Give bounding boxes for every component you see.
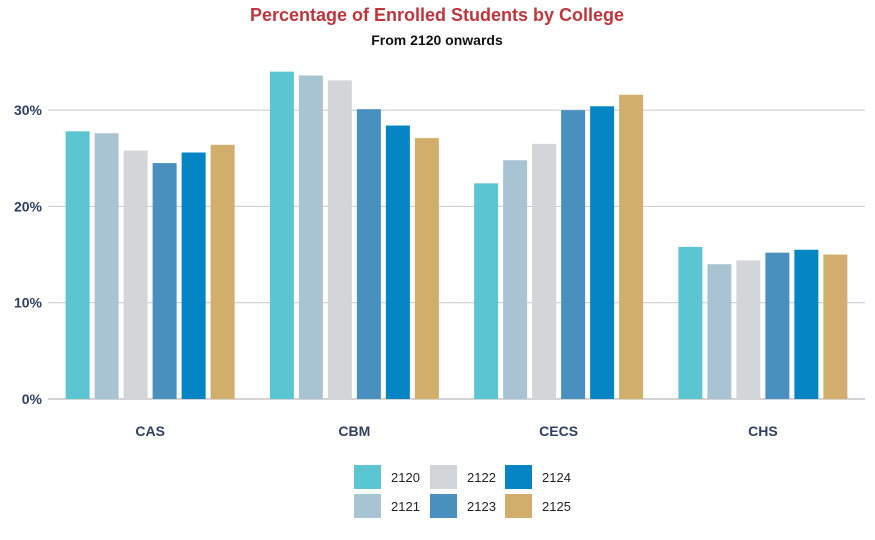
legend-item: 2123 (430, 494, 496, 518)
legend-item: 2122 (430, 465, 496, 489)
legend-swatch (505, 494, 532, 518)
bar-cecs-2121 (503, 160, 528, 399)
bar-cas-2120 (65, 131, 90, 399)
x-tick-label: CBM (338, 423, 370, 439)
bar-cecs-2123 (561, 110, 586, 400)
legend-swatch (354, 494, 381, 518)
x-axis: CAS CBM CECS CHS (135, 423, 777, 439)
bar-cas-2122 (123, 150, 148, 399)
bar-cas-2121 (94, 133, 119, 399)
bar-cbm-2123 (356, 109, 381, 400)
bar-cas-2123 (152, 163, 177, 399)
legend-label: 2124 (542, 470, 571, 485)
legend-item: 2120 (354, 465, 420, 489)
legend-swatch (354, 465, 381, 489)
y-tick-label: 30% (14, 102, 43, 118)
legend-label: 2123 (467, 499, 496, 514)
bars (65, 71, 848, 400)
legend-swatch (505, 465, 532, 489)
bar-chs-2121 (707, 264, 732, 399)
bar-cbm-2124 (385, 125, 410, 399)
bar-cas-2125 (210, 144, 235, 399)
legend-item: 2121 (354, 494, 420, 518)
legend-swatch (430, 494, 457, 518)
legend-label: 2125 (542, 499, 571, 514)
y-tick-label: 10% (14, 295, 43, 311)
bar-cecs-2122 (532, 143, 557, 399)
y-tick-label: 0% (22, 391, 43, 407)
legend-item: 2125 (505, 494, 571, 518)
chart-subtitle: From 2120 onwards (371, 32, 503, 48)
bar-cbm-2120 (269, 71, 294, 399)
bar-chs-2123 (765, 252, 790, 399)
bar-chs-2120 (678, 246, 703, 399)
bar-cecs-2120 (474, 183, 499, 399)
chart-title: Percentage of Enrolled Students by Colle… (250, 5, 624, 25)
bar-cecs-2124 (590, 106, 615, 399)
x-tick-label: CAS (135, 423, 165, 439)
bar-cbm-2122 (327, 80, 352, 400)
legend-label: 2120 (391, 470, 420, 485)
legend-label: 2122 (467, 470, 496, 485)
bar-chs-2125 (823, 254, 848, 399)
legend-item: 2124 (505, 465, 571, 489)
x-tick-label: CHS (748, 423, 778, 439)
y-axis: 0% 10% 20% 30% (14, 102, 43, 407)
legend-label: 2121 (391, 499, 420, 514)
legend: 2120 2121 2122 2123 2124 2125 (354, 465, 571, 518)
bar-chs-2124 (794, 249, 819, 399)
bar-cbm-2121 (298, 75, 323, 399)
bar-cas-2124 (181, 152, 206, 399)
x-tick-label: CECS (539, 423, 578, 439)
y-tick-label: 20% (14, 198, 43, 214)
bar-cecs-2125 (619, 94, 644, 399)
bar-cbm-2125 (414, 138, 439, 399)
legend-swatch (430, 465, 457, 489)
bar-chs-2122 (736, 260, 761, 399)
